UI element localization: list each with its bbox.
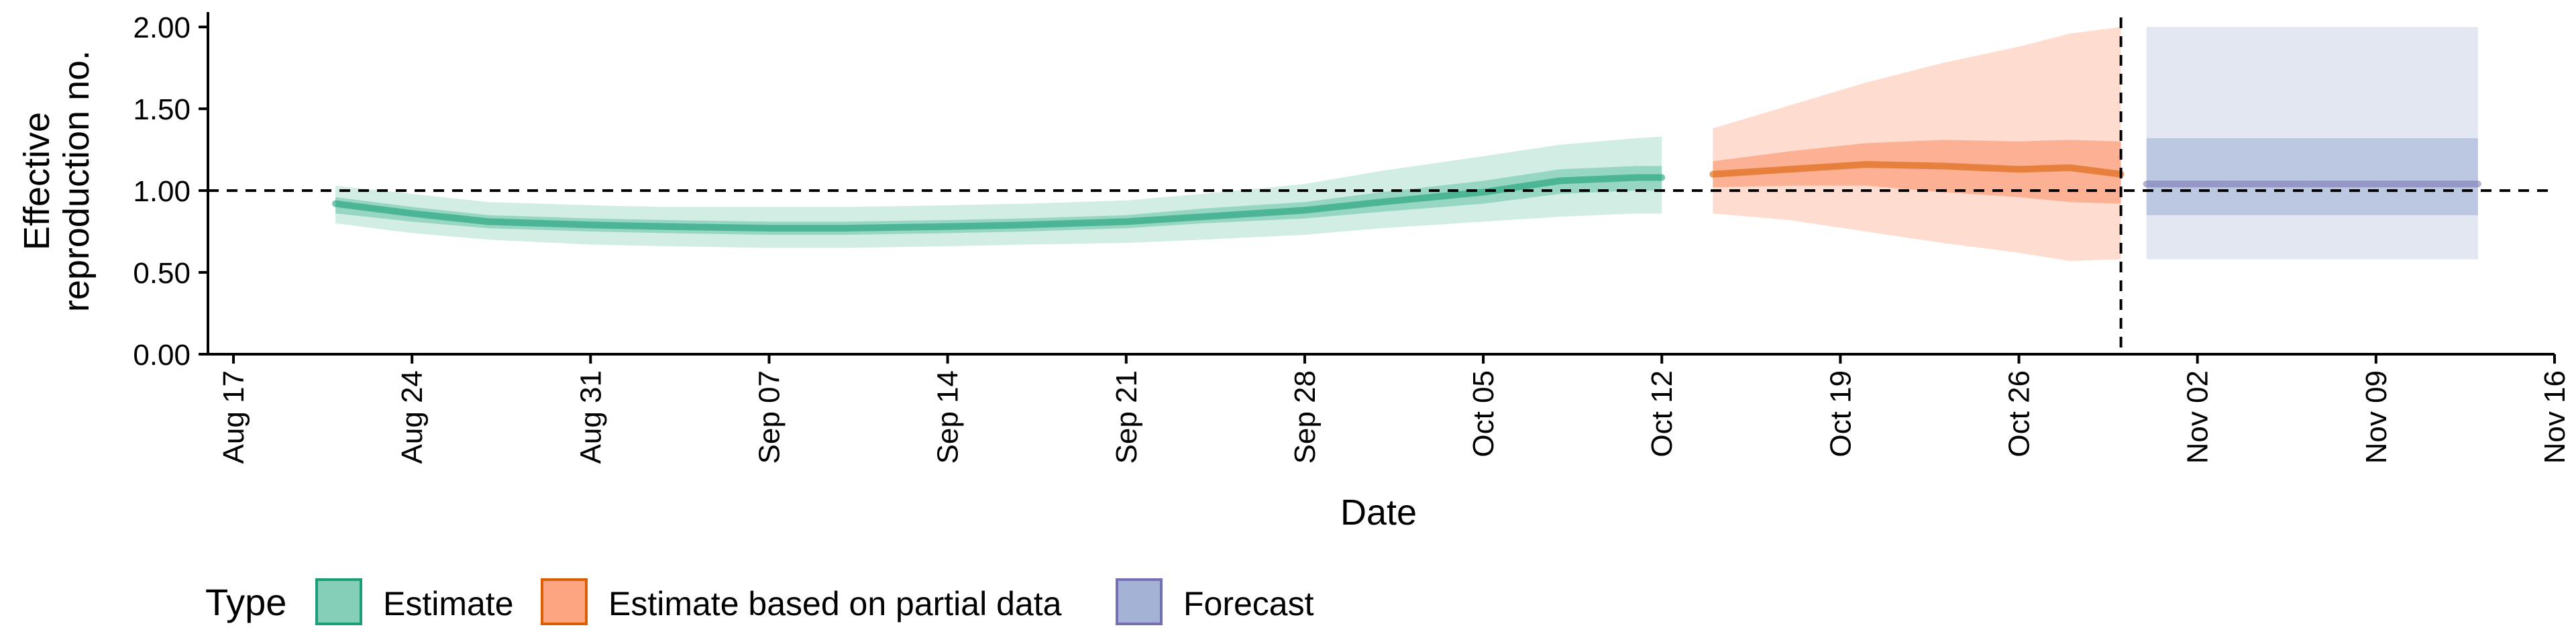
x-axis-title: Date — [1340, 492, 1417, 533]
legend: Type Estimate Estimate based on partial d… — [205, 578, 1314, 625]
forecast-inner-band — [2146, 138, 2478, 215]
legend-label-forecast: Forecast — [1183, 585, 1314, 623]
x-tick-label-9: Oct 19 — [1824, 370, 1857, 458]
x-tick-label-5: Sep 21 — [1110, 370, 1143, 464]
y-tick-label-0: 0.00 — [133, 339, 191, 372]
legend-swatch-estimate — [318, 581, 360, 623]
legend-swatch-estimate-based-on-partial-data — [543, 581, 585, 623]
y-axis-title: Effective reproduction no. — [17, 50, 97, 312]
legend-title: Type — [205, 581, 286, 623]
x-tick-label-10: Oct 26 — [2003, 370, 2036, 458]
y-axis-title-line-2: reproduction no. — [56, 50, 97, 312]
x-tick-label-0: Aug 17 — [217, 370, 250, 464]
x-tick-label-4: Sep 14 — [932, 370, 965, 464]
legend-item-estimate-based-on-partial-data: Estimate based on partial data — [541, 578, 1062, 625]
series-estimate-based-on-partial-data — [1709, 27, 2125, 261]
estimate-based-on-partial-data-inner-band — [1713, 140, 2121, 204]
axes: 0.00 0.50 1.00 1.50 2.00 Aug 17 Aug 24 Aug 31 Se… — [133, 11, 2571, 464]
series-estimate — [332, 136, 1666, 248]
series-layer — [332, 27, 2481, 261]
estimate-median-line — [332, 174, 1666, 232]
series-forecast — [2143, 27, 2481, 260]
y-tick-label-3: 1.50 — [133, 93, 191, 126]
legend-swatch-forecast — [1118, 581, 1160, 623]
y-axis-title-line-1: Effective — [17, 112, 57, 250]
x-tick-label-6: Sep 28 — [1289, 370, 1322, 464]
legend-item-forecast: Forecast — [1116, 578, 1314, 625]
y-tick-label-4: 2.00 — [133, 11, 191, 44]
y-tick-label-2: 1.00 — [133, 175, 191, 208]
x-tick-label-1: Aug 24 — [396, 370, 429, 464]
legend-label-estimate: Estimate — [383, 585, 514, 623]
forecast-outer-band — [2146, 27, 2478, 260]
x-tick-label-2: Aug 31 — [574, 370, 607, 464]
plot-area: 0.00 0.50 1.00 1.50 2.00 Aug 17 Aug 24 Aug 31 Se… — [133, 11, 2571, 464]
x-tick-label-8: Oct 12 — [1646, 370, 1678, 458]
x-tick-label-12: Nov 09 — [2360, 370, 2393, 464]
y-tick-label-1: 0.50 — [133, 257, 191, 290]
x-tick-label-3: Sep 07 — [753, 370, 786, 464]
x-tick-label-13: Nov 16 — [2538, 370, 2571, 464]
legend-label-estimate-based-on-partial-data: Estimate based on partial data — [608, 585, 1062, 623]
x-tick-label-7: Oct 05 — [1467, 370, 1500, 458]
estimate-based-on-partial-data-median-line — [1709, 161, 2125, 178]
x-tick-label-11: Nov 02 — [2182, 370, 2214, 464]
legend-item-estimate: Estimate — [315, 578, 514, 625]
reference-lines — [208, 17, 2555, 354]
